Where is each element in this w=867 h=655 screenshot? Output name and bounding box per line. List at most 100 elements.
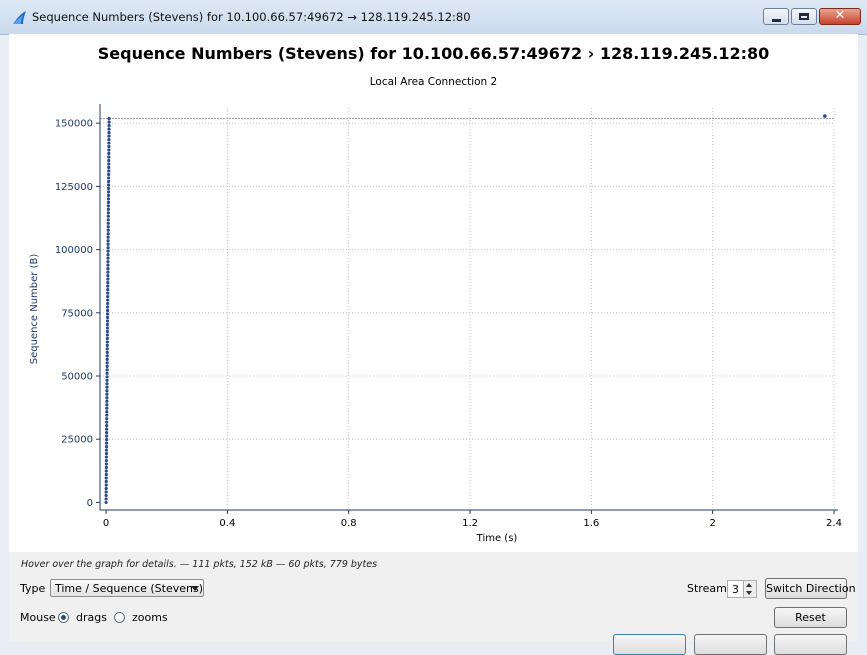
data-point <box>105 399 109 403</box>
data-point <box>105 315 110 320</box>
data-point <box>823 114 827 118</box>
chevron-down-icon <box>191 586 199 591</box>
data-point <box>106 204 111 208</box>
data-point <box>105 389 109 393</box>
y-tick-label: 25000 <box>61 435 93 446</box>
dialog-button-2[interactable] <box>694 634 767 655</box>
data-point <box>107 155 111 159</box>
data-point <box>106 207 110 211</box>
data-point <box>104 490 108 494</box>
x-tick-label: 2.4 <box>826 518 842 529</box>
data-point <box>106 263 110 267</box>
drags-radio[interactable] <box>58 612 69 623</box>
data-point <box>106 228 110 232</box>
data-point <box>105 375 109 379</box>
y-axis-label: Sequence Number (B) <box>29 254 40 365</box>
data-point <box>106 214 110 218</box>
data-point <box>104 434 109 438</box>
data-point <box>106 190 111 194</box>
data-point <box>105 368 109 372</box>
window-controls: ✕ <box>761 8 861 26</box>
data-point <box>106 225 110 229</box>
data-point <box>106 256 110 260</box>
data-point <box>105 336 109 341</box>
zooms-radio[interactable] <box>114 612 125 623</box>
data-point <box>107 144 111 149</box>
data-point <box>107 151 111 156</box>
data-point <box>106 287 110 292</box>
data-point <box>106 197 111 201</box>
data-point <box>106 239 110 243</box>
data-point <box>105 420 109 424</box>
minimize-icon <box>772 19 781 22</box>
wireshark-fin-icon <box>13 11 26 24</box>
x-tick-label: 0.8 <box>341 518 357 529</box>
data-point <box>106 294 110 299</box>
data-point <box>105 403 109 407</box>
x-tick-label: 1.2 <box>462 518 478 529</box>
dialog-client-area: Sequence Numbers (Stevens) for 10.100.66… <box>9 34 858 655</box>
x-axis-label: Time (s) <box>476 533 518 544</box>
close-button[interactable]: ✕ <box>819 8 861 25</box>
data-point <box>105 382 109 386</box>
reset-button[interactable]: Reset <box>774 607 847 628</box>
data-point <box>105 340 109 344</box>
x-tick-label: 0 <box>103 518 109 529</box>
data-point <box>107 117 111 121</box>
data-point <box>106 221 110 225</box>
dialog-button-1[interactable] <box>613 634 686 655</box>
graph-panel[interactable]: Sequence Numbers (Stevens) for 10.100.66… <box>9 34 858 552</box>
data-point <box>106 235 110 239</box>
data-point <box>106 291 110 295</box>
data-point <box>107 162 111 166</box>
data-point <box>105 378 109 382</box>
data-point <box>107 179 111 184</box>
arrow-down-icon[interactable] <box>746 591 752 595</box>
data-point <box>105 427 109 431</box>
arrow-up-icon[interactable] <box>746 583 752 587</box>
x-tick-label: 0.4 <box>219 518 235 529</box>
data-point <box>106 274 110 278</box>
data-point <box>107 169 111 173</box>
data-point <box>106 232 110 236</box>
data-point <box>105 361 109 365</box>
data-point <box>106 200 111 204</box>
graph-type-select[interactable]: Time / Sequence (Stevens) <box>50 579 204 597</box>
data-point <box>104 497 108 501</box>
stream-stepper[interactable] <box>743 581 756 597</box>
data-point <box>105 308 110 313</box>
close-icon: ✕ <box>834 8 846 23</box>
data-point <box>105 357 109 361</box>
data-point <box>104 469 108 473</box>
sequence-chart[interactable]: 0 0.4 0.8 1.2 1.6 2 2.4 0 25000 50000 75000 100000 1… <box>9 34 858 552</box>
type-label: Type <box>20 582 46 595</box>
data-point <box>105 343 109 348</box>
y-tick-label: 125000 <box>55 182 93 193</box>
data-point <box>104 483 108 487</box>
data-point <box>104 455 109 459</box>
data-point <box>106 277 110 281</box>
data-point <box>107 165 111 170</box>
data-point <box>107 176 111 180</box>
drags-label[interactable]: drags <box>76 611 107 624</box>
dialog-button-3[interactable] <box>774 634 847 655</box>
data-point <box>107 158 111 163</box>
title-bar: Sequence Numbers (Stevens) for 10.100.66… <box>0 0 867 35</box>
switch-direction-button[interactable]: Switch Direction <box>765 578 856 599</box>
stream-spinbox[interactable]: 3 <box>727 580 757 598</box>
data-point <box>107 137 111 142</box>
data-point <box>104 438 109 442</box>
y-tick-label: 75000 <box>61 308 93 319</box>
zooms-label[interactable]: zooms <box>132 611 168 624</box>
data-point <box>106 218 110 222</box>
data-point <box>105 431 109 435</box>
data-point <box>105 329 110 334</box>
data-point <box>104 472 108 477</box>
data-point <box>106 193 111 197</box>
maximize-button[interactable] <box>791 8 817 25</box>
data-point <box>105 413 109 417</box>
data-point <box>106 267 110 271</box>
minimize-button[interactable] <box>763 8 789 25</box>
data-point <box>106 186 111 190</box>
x-tick-label: 2 <box>709 518 715 529</box>
